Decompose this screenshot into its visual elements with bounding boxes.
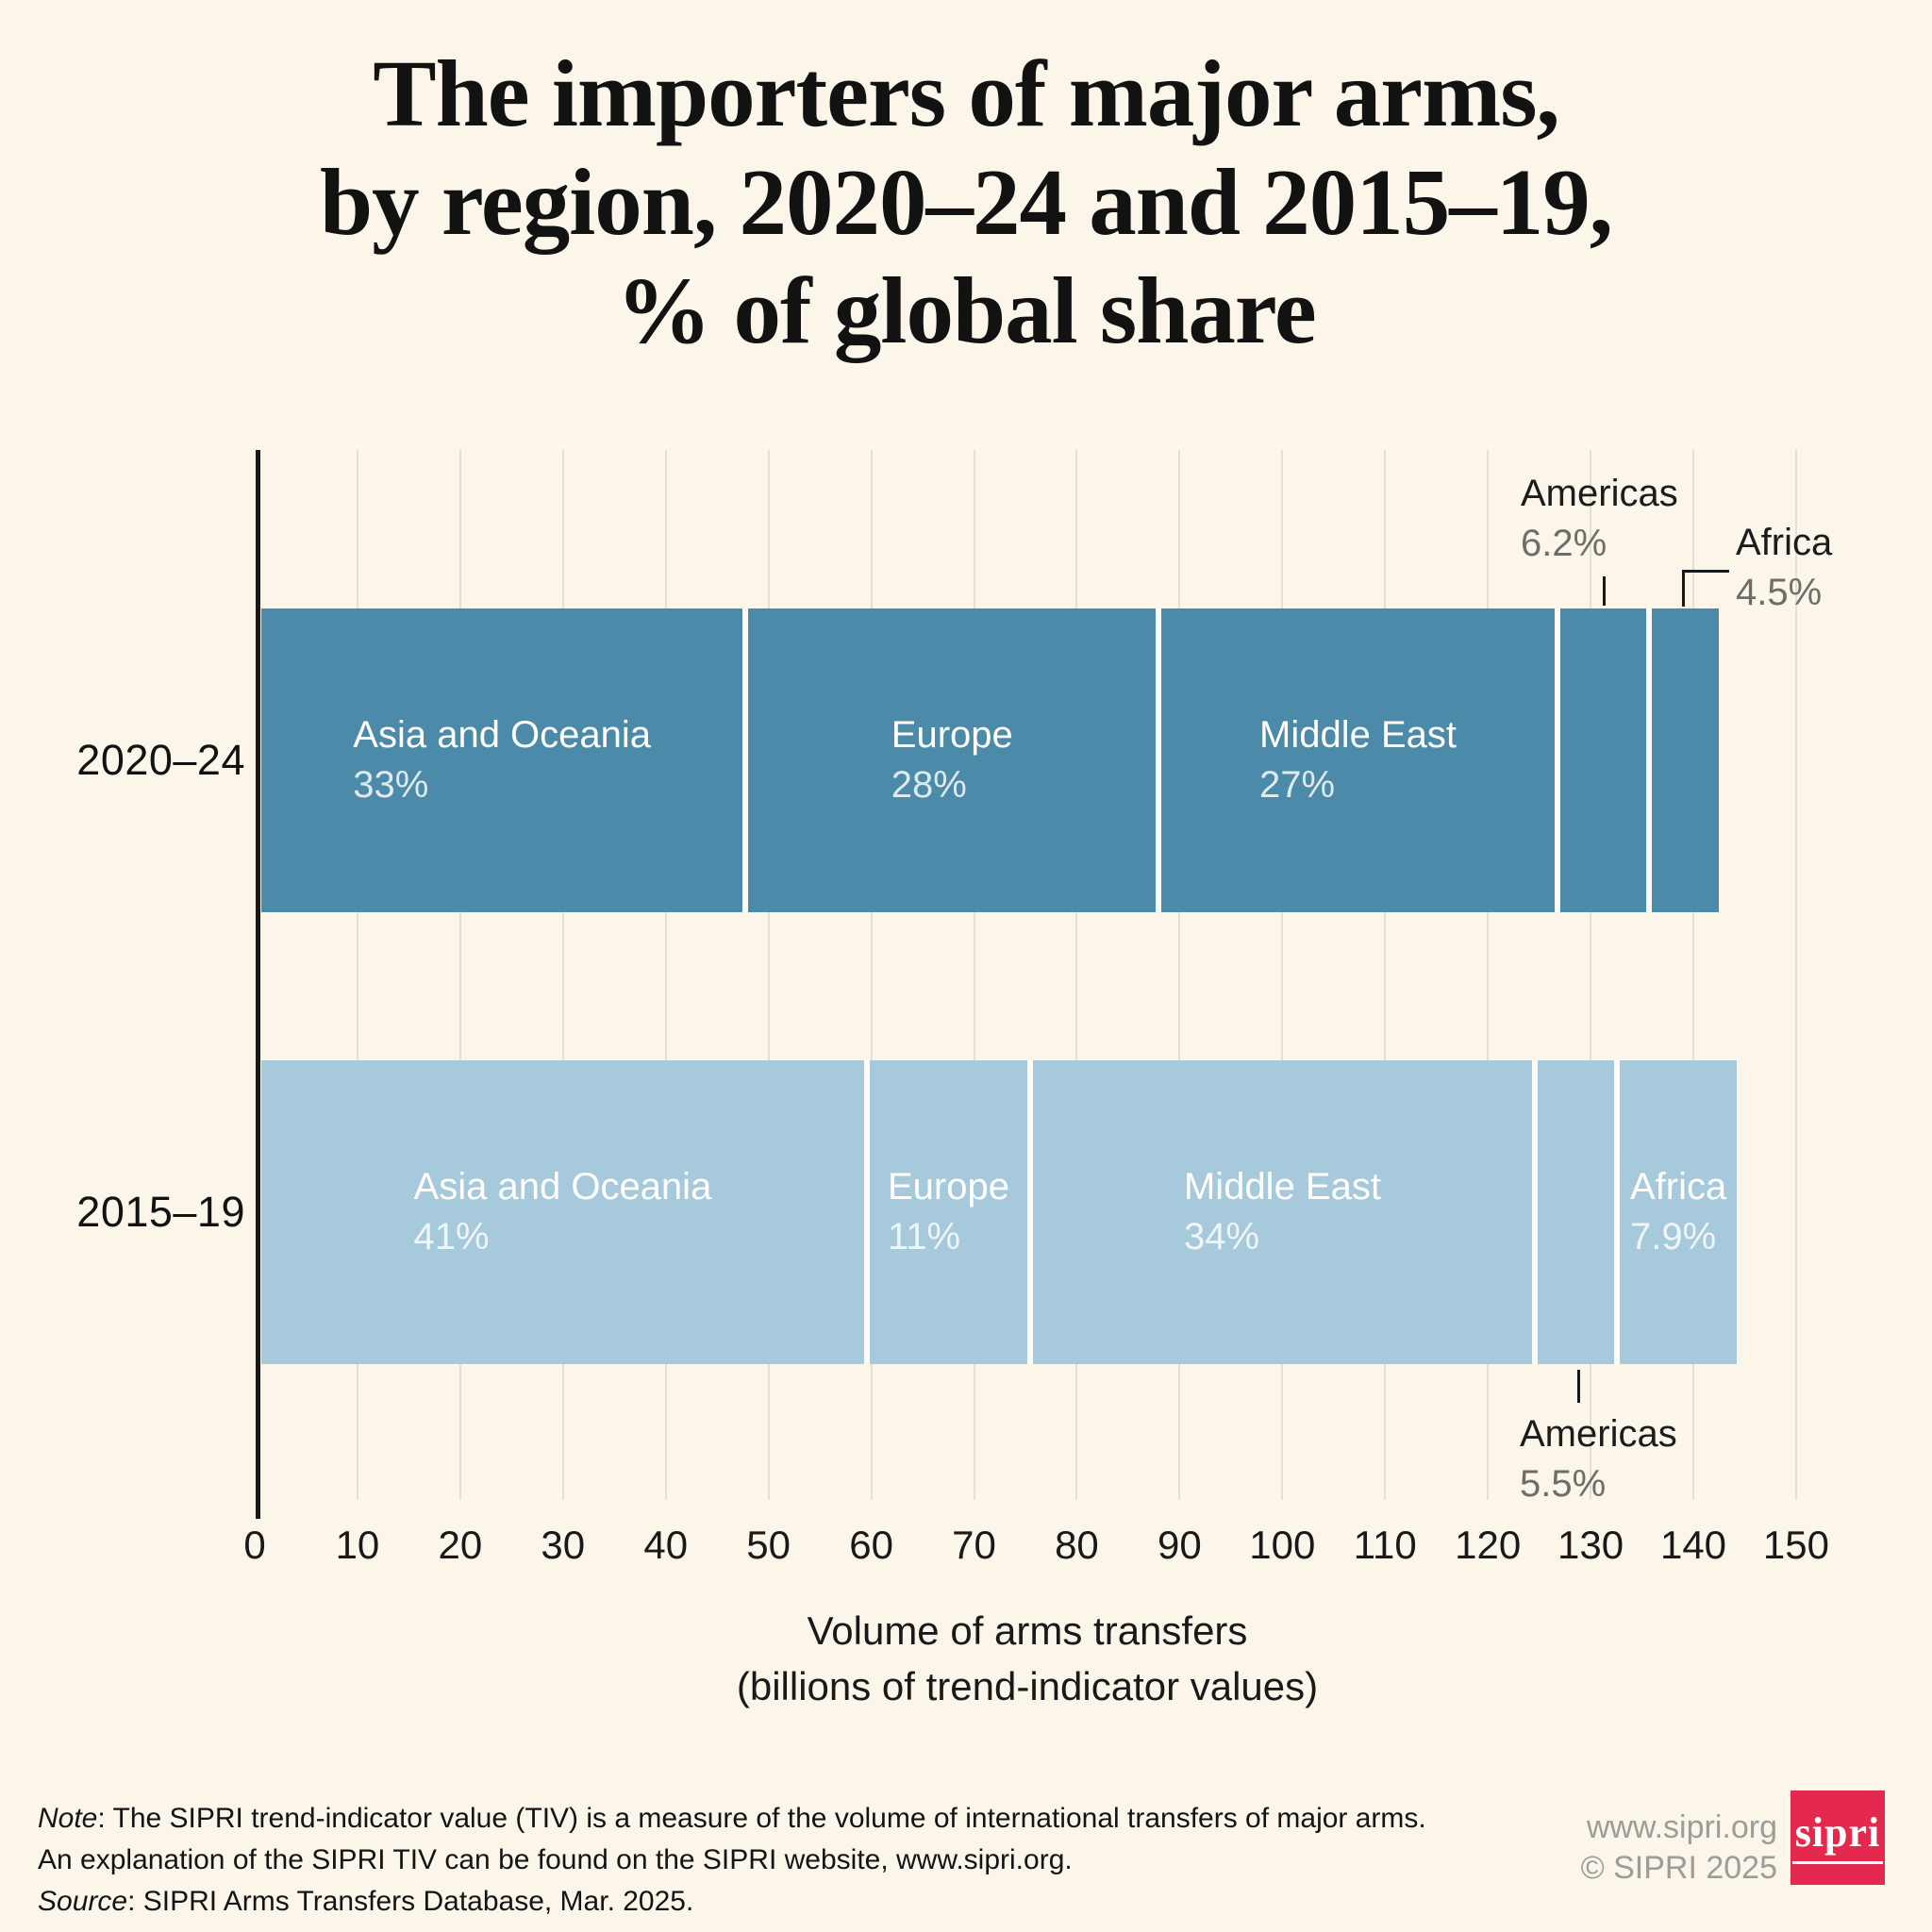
x-tick-50: 50 xyxy=(746,1523,791,1567)
bar-row-2015-19: 2015–19 Asia and Oceania 41% Europe 11% Middl… xyxy=(0,1060,1932,1364)
x-axis-title: Volume of arms transfers (billions of tr… xyxy=(414,1604,1641,1715)
bar-segment-2020-24-americas xyxy=(1559,608,1652,912)
segment-percent-value: 41% xyxy=(413,1216,490,1257)
x-tick-100: 100 xyxy=(1249,1523,1316,1567)
gridline-60 xyxy=(870,450,873,1500)
chart-title-line-1: The importers of major arms, xyxy=(373,41,1560,146)
gridline-30 xyxy=(561,450,564,1500)
footnote-source-line: Source: SIPRI Arms Transfers Database, M… xyxy=(38,1886,694,1917)
x-tick-150: 150 xyxy=(1762,1523,1829,1567)
period-label-2015-19: 2015–19 xyxy=(76,1188,245,1236)
x-tick-70: 70 xyxy=(952,1523,996,1567)
annotation-americas-2020-24: Americas 6.2% xyxy=(1521,469,1678,569)
footnote: Note: The SIPRI trend-indicator value (T… xyxy=(38,1798,1426,1923)
gridline-10 xyxy=(356,450,358,1500)
segment-percent-value: 33% xyxy=(353,764,429,806)
x-tick-80: 80 xyxy=(1055,1523,1099,1567)
x-tick-20: 20 xyxy=(438,1523,483,1567)
segment-region-label: Europe xyxy=(891,714,1013,756)
segment-percent-value: 11% xyxy=(887,1216,961,1257)
gridline-130 xyxy=(1590,450,1592,1500)
segment-percent-value: 34% xyxy=(1183,1216,1260,1257)
x-tick-60: 60 xyxy=(849,1523,893,1567)
leader-line-americas-bottom xyxy=(1577,1370,1580,1403)
bar-segment-2015-19-europe: Europe 11% xyxy=(869,1060,1034,1364)
x-tick-140: 140 xyxy=(1659,1523,1727,1567)
annotation-africa-2020-24: Africa 4.5% xyxy=(1736,518,1832,618)
annotation-percent-value: 5.5% xyxy=(1520,1463,1607,1505)
x-axis-title-line-1: Volume of arms transfers xyxy=(807,1608,1248,1653)
gridline-50 xyxy=(767,450,770,1500)
sipri-url: www.sipri.org xyxy=(1586,1809,1777,1845)
bar-segment-2020-24-middle-east: Middle East 27% xyxy=(1161,608,1560,912)
x-axis-title-line-2: (billions of trend-indicator values) xyxy=(736,1663,1319,1708)
segment-percent-value: 27% xyxy=(1259,764,1336,806)
gridline-90 xyxy=(1178,450,1181,1500)
bar-row-2020-24: 2020–24 Asia and Oceania 33% Europe 28% Middl… xyxy=(0,608,1932,912)
bar-segment-2015-19-africa: Africa 7.9% xyxy=(1620,1060,1738,1364)
footnote-explanation-line: An explanation of the SIPRI TIV can be f… xyxy=(38,1844,1073,1875)
annotation-region-label: Americas xyxy=(1520,1413,1677,1455)
gridline-150 xyxy=(1794,450,1797,1500)
segment-region-label: Middle East xyxy=(1259,714,1457,756)
chart-title: The importers of major arms, by region, … xyxy=(0,40,1932,365)
x-tick-10: 10 xyxy=(335,1523,380,1567)
leader-line-africa-vertical xyxy=(1682,570,1685,607)
bar-segment-2015-19-americas xyxy=(1537,1060,1621,1364)
leader-line-africa-horizontal xyxy=(1682,570,1729,573)
bar-segment-2015-19-asia-and-oceania: Asia and Oceania 41% xyxy=(261,1060,870,1364)
sipri-logo-text: sipri xyxy=(1791,1811,1884,1864)
segment-region-label: Europe xyxy=(887,1166,1009,1208)
gridline-100 xyxy=(1281,450,1284,1500)
bar-segment-2020-24-asia-and-oceania: Asia and Oceania 33% xyxy=(261,608,749,912)
sipri-copyright: © SIPRI 2025 xyxy=(1580,1850,1777,1886)
chart-title-line-2: by region, 2020–24 and 2015–19, xyxy=(319,149,1613,256)
x-tick-30: 30 xyxy=(541,1523,586,1567)
gridline-120 xyxy=(1487,450,1490,1500)
x-tick-40: 40 xyxy=(643,1523,689,1567)
y-axis-line xyxy=(256,450,260,1519)
segment-region-label: Africa xyxy=(1630,1166,1727,1208)
x-tick-0: 0 xyxy=(243,1523,266,1567)
segment-percent-value: 7.9% xyxy=(1630,1216,1717,1257)
annotation-region-label: Africa xyxy=(1736,522,1833,563)
gridline-110 xyxy=(1384,450,1387,1500)
x-tick-90: 90 xyxy=(1158,1523,1202,1567)
gridline-40 xyxy=(664,450,667,1500)
annotation-percent-value: 6.2% xyxy=(1521,523,1607,564)
x-tick-130: 130 xyxy=(1557,1523,1624,1567)
annotation-region-label: Americas xyxy=(1521,473,1678,514)
leader-line-americas-top xyxy=(1603,576,1606,606)
gridline-70 xyxy=(973,450,975,1500)
segment-region-label: Asia and Oceania xyxy=(353,714,652,756)
chart-title-line-3: % of global share xyxy=(616,258,1317,364)
footnote-note-line: Note: The SIPRI trend-indicator value (T… xyxy=(38,1803,1426,1834)
x-tick-110: 110 xyxy=(1353,1523,1417,1567)
bar-segment-2020-24-africa xyxy=(1651,608,1719,912)
annotation-percent-value: 4.5% xyxy=(1736,572,1823,613)
segment-percent-value: 28% xyxy=(891,764,967,806)
segment-region-label: Middle East xyxy=(1183,1166,1381,1208)
period-label-2020-24: 2020–24 xyxy=(76,736,245,784)
annotation-americas-2015-19: Americas 5.5% xyxy=(1520,1409,1677,1509)
x-tick-120: 120 xyxy=(1455,1523,1522,1567)
gridline-80 xyxy=(1075,450,1078,1500)
bar-segment-2020-24-europe: Europe 28% xyxy=(748,608,1162,912)
gridline-140 xyxy=(1692,450,1695,1500)
bar-segment-2015-19-middle-east: Middle East 34% xyxy=(1033,1060,1538,1364)
credit-text: www.sipri.org © SIPRI 2025 xyxy=(1581,1807,1777,1889)
segment-region-label: Asia and Oceania xyxy=(413,1166,712,1208)
gridline-20 xyxy=(458,450,461,1500)
sipri-logo: sipri xyxy=(1790,1790,1885,1885)
